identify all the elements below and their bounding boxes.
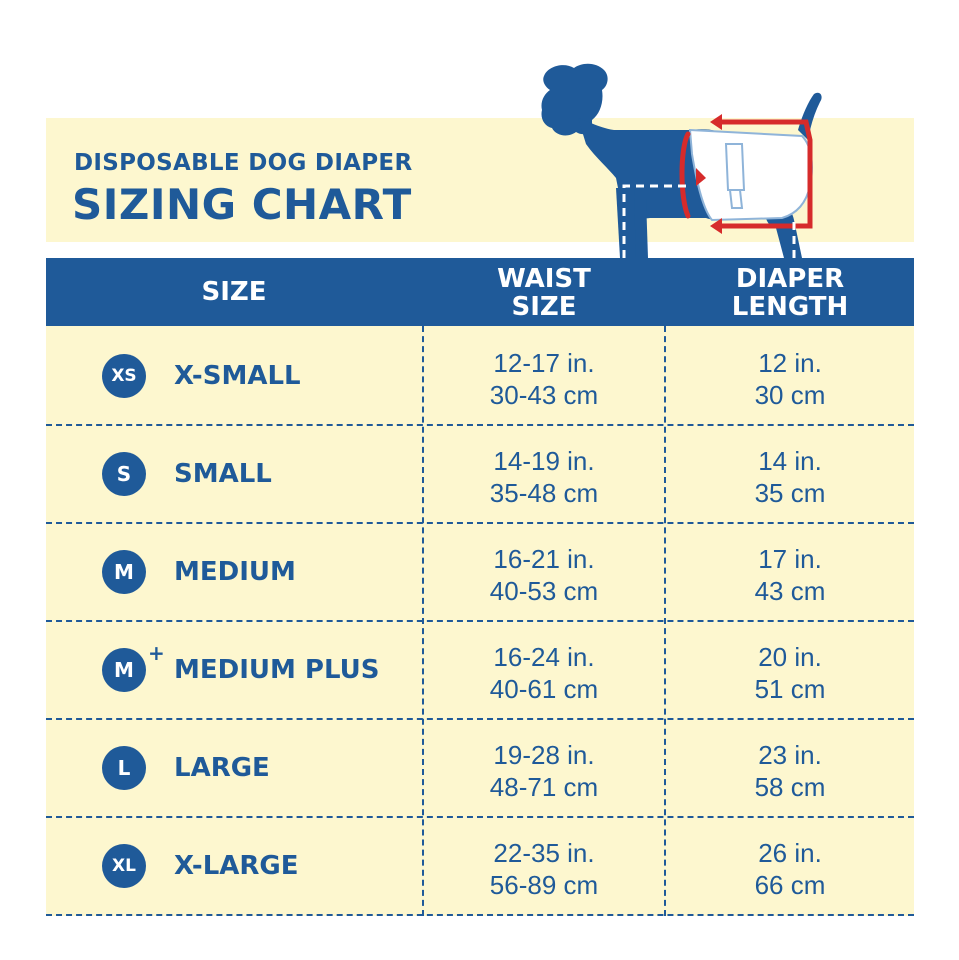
dog-wearing-diaper-icon [541, 63, 822, 258]
waist-cell: 16-21 in. 40-53 cm [424, 543, 664, 607]
length-inches: 14 in. [758, 446, 822, 476]
length-inches: 12 in. [758, 348, 822, 378]
size-label: X-SMALL [174, 361, 301, 391]
column-header-size: SIZE [201, 277, 267, 307]
length-inches: 23 in. [758, 740, 822, 770]
table-row-medium-plus: M + MEDIUM PLUS 16-24 in. 40-61 cm 20 in… [46, 621, 914, 719]
size-label: LARGE [174, 753, 270, 783]
waist-cm: 48-71 cm [489, 772, 599, 802]
size-label: MEDIUM [174, 557, 296, 587]
size-badge: L [102, 746, 146, 790]
length-inches: 26 in. [758, 838, 822, 868]
size-badge: M [102, 550, 146, 594]
table-header-bar [46, 258, 914, 326]
waist-cm: 56-89 cm [489, 870, 599, 900]
length-cell: 12 in. 30 cm [666, 347, 914, 411]
size-badge: XS [102, 354, 146, 398]
size-label: X-LARGE [174, 851, 299, 881]
waist-inches: 22-35 in. [493, 838, 595, 868]
length-cell: 17 in. 43 cm [666, 543, 914, 607]
waist-cell: 16-24 in. 40-61 cm [424, 641, 664, 705]
waist-cell: 14-19 in. 35-48 cm [424, 445, 664, 509]
length-cell: 14 in. 35 cm [666, 445, 914, 509]
length-cell: 23 in. 58 cm [666, 739, 914, 803]
size-label: MEDIUM PLUS [174, 655, 380, 685]
length-cm: 43 cm [754, 576, 826, 606]
waist-inches: 16-21 in. [493, 544, 595, 574]
waist-inches: 14-19 in. [493, 446, 595, 476]
length-inches: 20 in. [758, 642, 822, 672]
column-header-length: DIAPER LENGTH [666, 265, 914, 321]
waist-inches: 19-28 in. [493, 740, 595, 770]
length-cell: 26 in. 66 cm [666, 837, 914, 901]
waist-cell: 19-28 in. 48-71 cm [424, 739, 664, 803]
chart-subtitle: DISPOSABLE DOG DIAPER [74, 150, 413, 176]
waist-cm: 40-61 cm [489, 674, 599, 704]
column-header-length-line1: DIAPER [735, 264, 845, 294]
length-cm: 58 cm [754, 772, 826, 802]
column-header-waist-line1: WAIST [497, 264, 591, 294]
table-row-small: S SMALL 14-19 in. 35-48 cm 14 in. 35 cm [46, 425, 914, 523]
table-row-x-large: XL X-LARGE 22-35 in. 56-89 cm 26 in. 66 … [46, 817, 914, 915]
size-badge: XL [102, 844, 146, 888]
plus-mark: + [148, 641, 165, 665]
table-row-x-small: XS X-SMALL 12-17 in. 30-43 cm 12 in. 30 … [46, 327, 914, 425]
length-cell: 20 in. 51 cm [666, 641, 914, 705]
length-cm: 35 cm [754, 478, 826, 508]
row-divider [46, 816, 914, 818]
waist-cm: 35-48 cm [489, 478, 599, 508]
size-badge: M [102, 648, 146, 692]
row-divider [46, 424, 914, 426]
waist-cell: 12-17 in. 30-43 cm [424, 347, 664, 411]
row-divider [46, 620, 914, 622]
column-header-length-line2: LENGTH [731, 292, 849, 322]
size-label: SMALL [174, 459, 272, 489]
table-row-large: L LARGE 19-28 in. 48-71 cm 23 in. 58 cm [46, 719, 914, 817]
size-badge: S [102, 452, 146, 496]
waist-cell: 22-35 in. 56-89 cm [424, 837, 664, 901]
length-cm: 30 cm [754, 380, 826, 410]
column-header-waist-line2: SIZE [511, 292, 577, 322]
row-divider [46, 718, 914, 720]
row-divider [46, 914, 914, 916]
waist-cm: 40-53 cm [489, 576, 599, 606]
table-row-medium: M MEDIUM 16-21 in. 40-53 cm 17 in. 43 cm [46, 523, 914, 621]
waist-inches: 16-24 in. [493, 642, 595, 672]
length-cm: 66 cm [754, 870, 826, 900]
chart-title: SIZING CHART [72, 180, 412, 229]
column-header-waist: WAIST SIZE [424, 265, 664, 321]
row-divider [46, 522, 914, 524]
length-cm: 51 cm [754, 674, 826, 704]
length-inches: 17 in. [758, 544, 822, 574]
waist-inches: 12-17 in. [493, 348, 595, 378]
waist-cm: 30-43 cm [489, 380, 599, 410]
